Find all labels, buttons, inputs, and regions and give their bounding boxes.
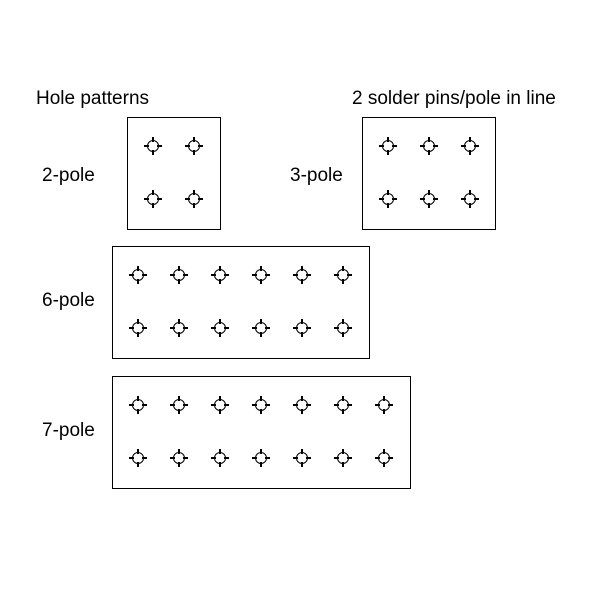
label-6pole: 6-pole [42,290,95,312]
pin-marker-p6 [129,266,147,284]
pattern-box-3pole [362,117,496,230]
pin-marker-p6 [293,319,311,337]
pattern-box-6pole [112,246,370,359]
pin-marker-p3 [420,190,438,208]
pin-marker-p6 [211,319,229,337]
pattern-box-7pole [112,376,411,489]
pin-marker-p7 [375,449,393,467]
pin-marker-p6 [252,266,270,284]
pin-marker-p7 [334,449,352,467]
pin-marker-p6 [170,266,188,284]
pin-marker-p7 [129,396,147,414]
pin-marker-p3 [379,190,397,208]
pin-marker-p2 [144,190,162,208]
pin-marker-p3 [379,137,397,155]
pin-marker-p7 [293,396,311,414]
diagram-canvas: Hole patterns 2 solder pins/pole in line… [0,0,600,600]
label-7pole: 7-pole [42,420,95,442]
pin-marker-p7 [293,449,311,467]
title-left: Hole patterns [36,88,149,110]
pin-marker-p6 [129,319,147,337]
pin-marker-p2 [144,137,162,155]
label-2pole: 2-pole [42,165,95,187]
pin-marker-p6 [293,266,311,284]
pin-marker-p3 [420,137,438,155]
pin-marker-p2 [185,137,203,155]
pin-marker-p6 [334,266,352,284]
pin-marker-p7 [211,396,229,414]
pattern-box-2pole [127,117,221,230]
pin-marker-p6 [252,319,270,337]
pin-marker-p2 [185,190,203,208]
pin-marker-p7 [170,449,188,467]
pin-marker-p6 [334,319,352,337]
pin-marker-p7 [252,396,270,414]
pin-marker-p7 [334,396,352,414]
pin-marker-p3 [461,137,479,155]
pin-marker-p6 [211,266,229,284]
pin-marker-p7 [252,449,270,467]
pin-marker-p7 [375,396,393,414]
pin-marker-p7 [129,449,147,467]
pin-marker-p7 [170,396,188,414]
pin-marker-p7 [211,449,229,467]
pin-marker-p6 [170,319,188,337]
pin-marker-p3 [461,190,479,208]
title-right: 2 solder pins/pole in line [352,88,556,110]
label-3pole: 3-pole [290,165,343,187]
